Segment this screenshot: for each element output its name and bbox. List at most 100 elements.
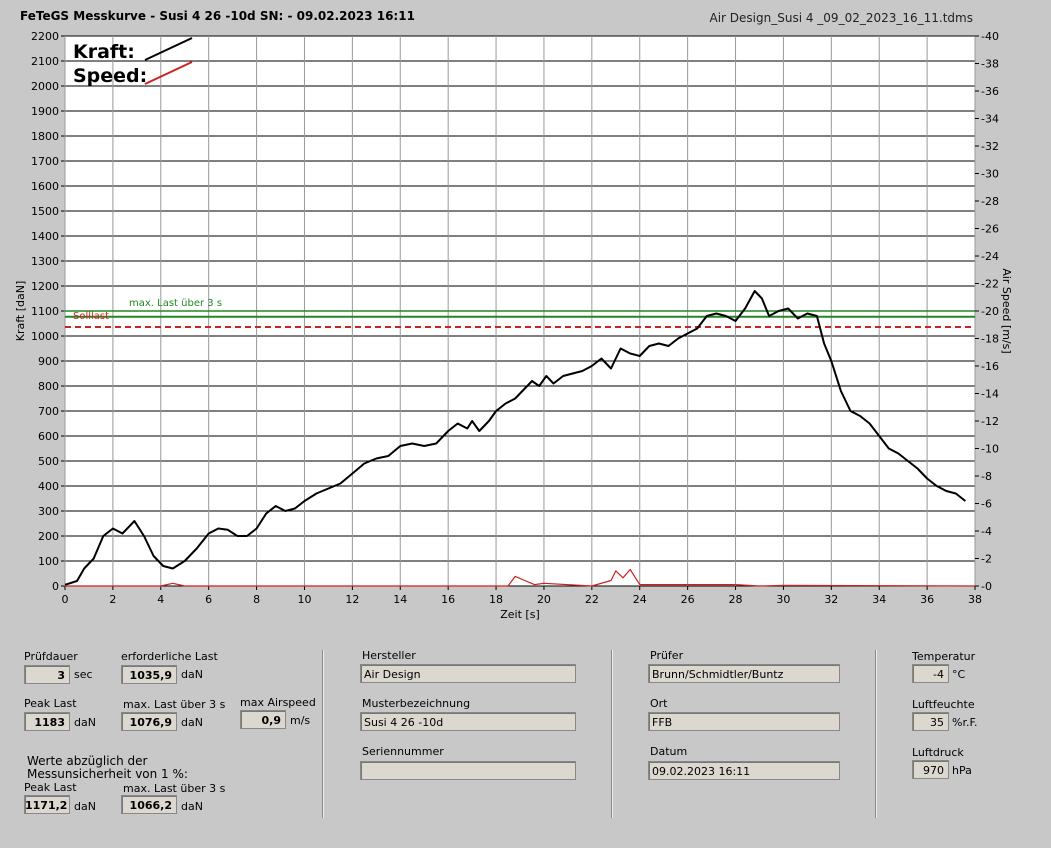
pruefer-label: Prüfer [650, 649, 684, 662]
x-tick-label: 0 [62, 593, 69, 606]
ort-field: FFB [648, 712, 840, 731]
separator [611, 650, 613, 818]
y2-tick-label: -28 [981, 195, 999, 208]
x-tick-label: 24 [633, 593, 647, 606]
luftdruck-value: 970 [912, 760, 949, 779]
luftfeuchte-value: 35 [912, 712, 949, 731]
y-tick-label: 1900 [31, 105, 59, 118]
peak-last-value: 1183 [24, 712, 70, 731]
file-name: Air Design_Susi 4 _09_02_2023_16_11.tdms [709, 11, 974, 25]
x-tick-label: 30 [776, 593, 790, 606]
x-tick-label: 20 [537, 593, 551, 606]
measurement-chart: 0100200300400500600700800900100011001200… [14, 30, 1013, 621]
erf-last-value: 1035,9 [121, 665, 177, 684]
serie-field [360, 761, 576, 780]
y2-tick-label: -6 [981, 498, 992, 511]
y-tick-label: 900 [38, 355, 59, 368]
window-title: FeTeGS Messkurve - Susi 4 26 -10d SN: - … [20, 9, 415, 23]
x-tick-label: 22 [585, 593, 599, 606]
x-tick-label: 16 [441, 593, 455, 606]
y2-tick-label: -40 [981, 30, 999, 43]
y-tick-label: 2200 [31, 30, 59, 43]
y-tick-label: 400 [38, 480, 59, 493]
legend-label: Speed: [73, 65, 147, 87]
y2-tick-label: -2 [981, 553, 992, 566]
temperatur-unit: °C [952, 668, 966, 681]
y-tick-label: 1700 [31, 155, 59, 168]
serie-label: Seriennummer [362, 745, 444, 758]
y-tick-label: 1800 [31, 130, 59, 143]
y-tick-label: 100 [38, 555, 59, 568]
y2-axis-label: Air Speed [m/s] [1000, 268, 1013, 353]
y-axis-label: Kraft [daN] [14, 281, 27, 342]
y2-tick-label: -30 [981, 168, 999, 181]
y2-tick-label: -38 [981, 58, 999, 71]
y-tick-label: 700 [38, 405, 59, 418]
max-last-value: 1076,9 [121, 712, 177, 731]
max-airspeed-value: 0,9 [240, 710, 286, 729]
peak-last2-label: Peak Last [24, 781, 77, 794]
x-tick-label: 2 [109, 593, 116, 606]
pruefdauer-unit: sec [74, 668, 93, 681]
legend-swatch [144, 37, 193, 61]
speed-series-line [65, 568, 976, 587]
kraft-series-line [64, 290, 967, 586]
y-tick-label: 200 [38, 530, 59, 543]
y2-tick-label: -0 [981, 580, 992, 593]
y2-tick-label: -24 [981, 250, 999, 263]
peak-last-unit: daN [74, 716, 96, 729]
y2-tick-label: -36 [981, 85, 999, 98]
y-tick-label: 600 [38, 430, 59, 443]
y-tick-label: 500 [38, 455, 59, 468]
x-tick-label: 4 [157, 593, 164, 606]
y-tick-label: 1600 [31, 180, 59, 193]
peak-last-label: Peak Last [24, 697, 77, 710]
y-tick-label: 0 [52, 580, 59, 593]
max-airspeed-label: max Airspeed [240, 696, 316, 709]
y-tick-label: 1300 [31, 255, 59, 268]
x-tick-label: 8 [253, 593, 260, 606]
temperatur-value: -4 [912, 664, 949, 683]
peak-last2-value: 1171,2 [24, 795, 70, 814]
x-tick-label: 32 [824, 593, 838, 606]
y-tick-label: 2000 [31, 80, 59, 93]
max-airspeed-unit: m/s [290, 714, 311, 727]
ort-label: Ort [650, 697, 668, 710]
y-tick-label: 1100 [31, 305, 59, 318]
y-tick-label: 300 [38, 505, 59, 518]
hersteller-field: Air Design [360, 664, 576, 683]
x-tick-label: 26 [681, 593, 695, 606]
y-tick-label: 1400 [31, 230, 59, 243]
y2-tick-label: -32 [981, 140, 999, 153]
luftfeuchte-label: Luftfeuchte [912, 698, 975, 711]
y2-tick-label: -14 [981, 388, 999, 401]
y2-tick-label: -12 [981, 415, 999, 428]
note-line-1: Werte abzüglich der [27, 754, 148, 768]
pruefdauer-value: 3 [24, 665, 70, 684]
y2-tick-label: -16 [981, 360, 999, 373]
erf-last-unit: daN [181, 668, 203, 681]
temperatur-label: Temperatur [912, 650, 976, 663]
luftdruck-label: Luftdruck [912, 746, 964, 759]
luftfeuchte-unit: %r.F. [952, 716, 978, 729]
note-line-2: Messunsicherheit von 1 %: [27, 767, 188, 781]
x-tick-label: 12 [345, 593, 359, 606]
x-tick-label: 6 [205, 593, 212, 606]
y-tick-label: 1200 [31, 280, 59, 293]
separator [875, 650, 877, 818]
max-last2-value: 1066,2 [121, 795, 177, 814]
x-tick-label: 10 [297, 593, 311, 606]
x-tick-label: 38 [968, 593, 982, 606]
max-last-label: max. Last über 3 s [123, 698, 226, 711]
y-tick-label: 1500 [31, 205, 59, 218]
luftdruck-unit: hPa [952, 764, 972, 777]
x-tick-label: 14 [393, 593, 407, 606]
max-last2-unit: daN [181, 800, 203, 813]
reference-line-label: max. Last über 3 s [129, 298, 222, 309]
y-tick-label: 1000 [31, 330, 59, 343]
datum-field: 09.02.2023 16:11 [648, 761, 840, 780]
y2-tick-label: -8 [981, 470, 992, 483]
y2-tick-label: -26 [981, 223, 999, 236]
pruefdauer-label: Prüfdauer [24, 650, 78, 663]
legend-label: Kraft: [73, 41, 135, 63]
